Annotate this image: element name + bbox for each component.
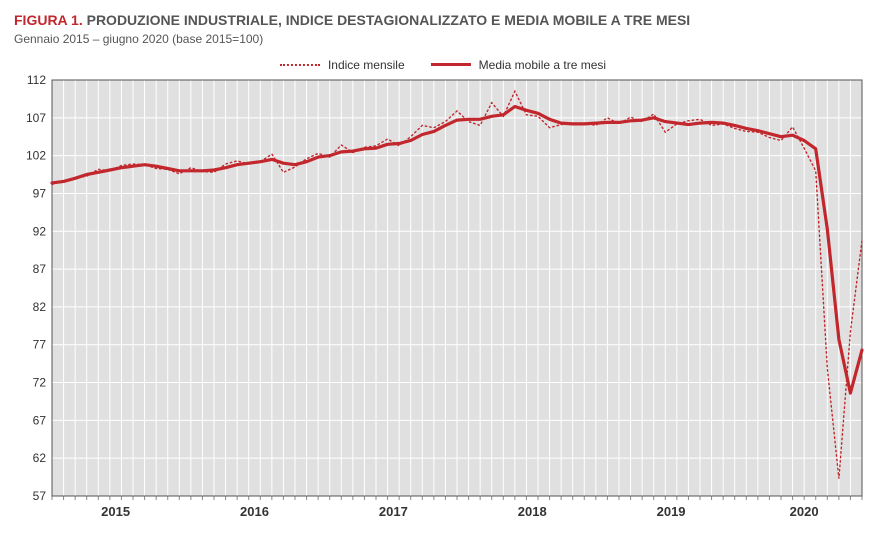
svg-text:57: 57 [33,489,47,503]
svg-text:87: 87 [33,262,47,276]
svg-text:62: 62 [33,451,47,465]
svg-text:112: 112 [27,73,46,87]
svg-text:107: 107 [26,110,46,124]
figure-number: FIGURA 1. [14,12,83,28]
svg-text:2019: 2019 [657,504,686,519]
figure-container: FIGURA 1. PRODUZIONE INDUSTRIALE, INDICE… [0,0,886,538]
chart-svg: 57 62 67 72 77 82 87 92 97 102 107 112 2015 2016 2017 2… [14,54,872,524]
svg-text:67: 67 [33,413,47,427]
figure-subtitle: Gennaio 2015 – giugno 2020 (base 2015=10… [14,32,872,46]
chart: 57 62 67 72 77 82 87 92 97 102 107 112 2015 2016 2017 2… [14,54,872,524]
svg-text:102: 102 [26,148,46,162]
svg-text:97: 97 [33,186,47,200]
figure-title-text: PRODUZIONE INDUSTRIALE, INDICE DESTAGION… [87,12,691,28]
figure-title: FIGURA 1. PRODUZIONE INDUSTRIALE, INDICE… [14,12,872,30]
svg-text:2018: 2018 [518,504,547,519]
svg-text:72: 72 [33,375,47,389]
svg-text:2015: 2015 [101,504,130,519]
svg-text:2017: 2017 [379,504,408,519]
svg-text:77: 77 [33,337,47,351]
svg-text:2016: 2016 [240,504,269,519]
svg-text:2020: 2020 [790,504,819,519]
svg-text:82: 82 [33,299,47,313]
svg-text:92: 92 [33,224,47,238]
